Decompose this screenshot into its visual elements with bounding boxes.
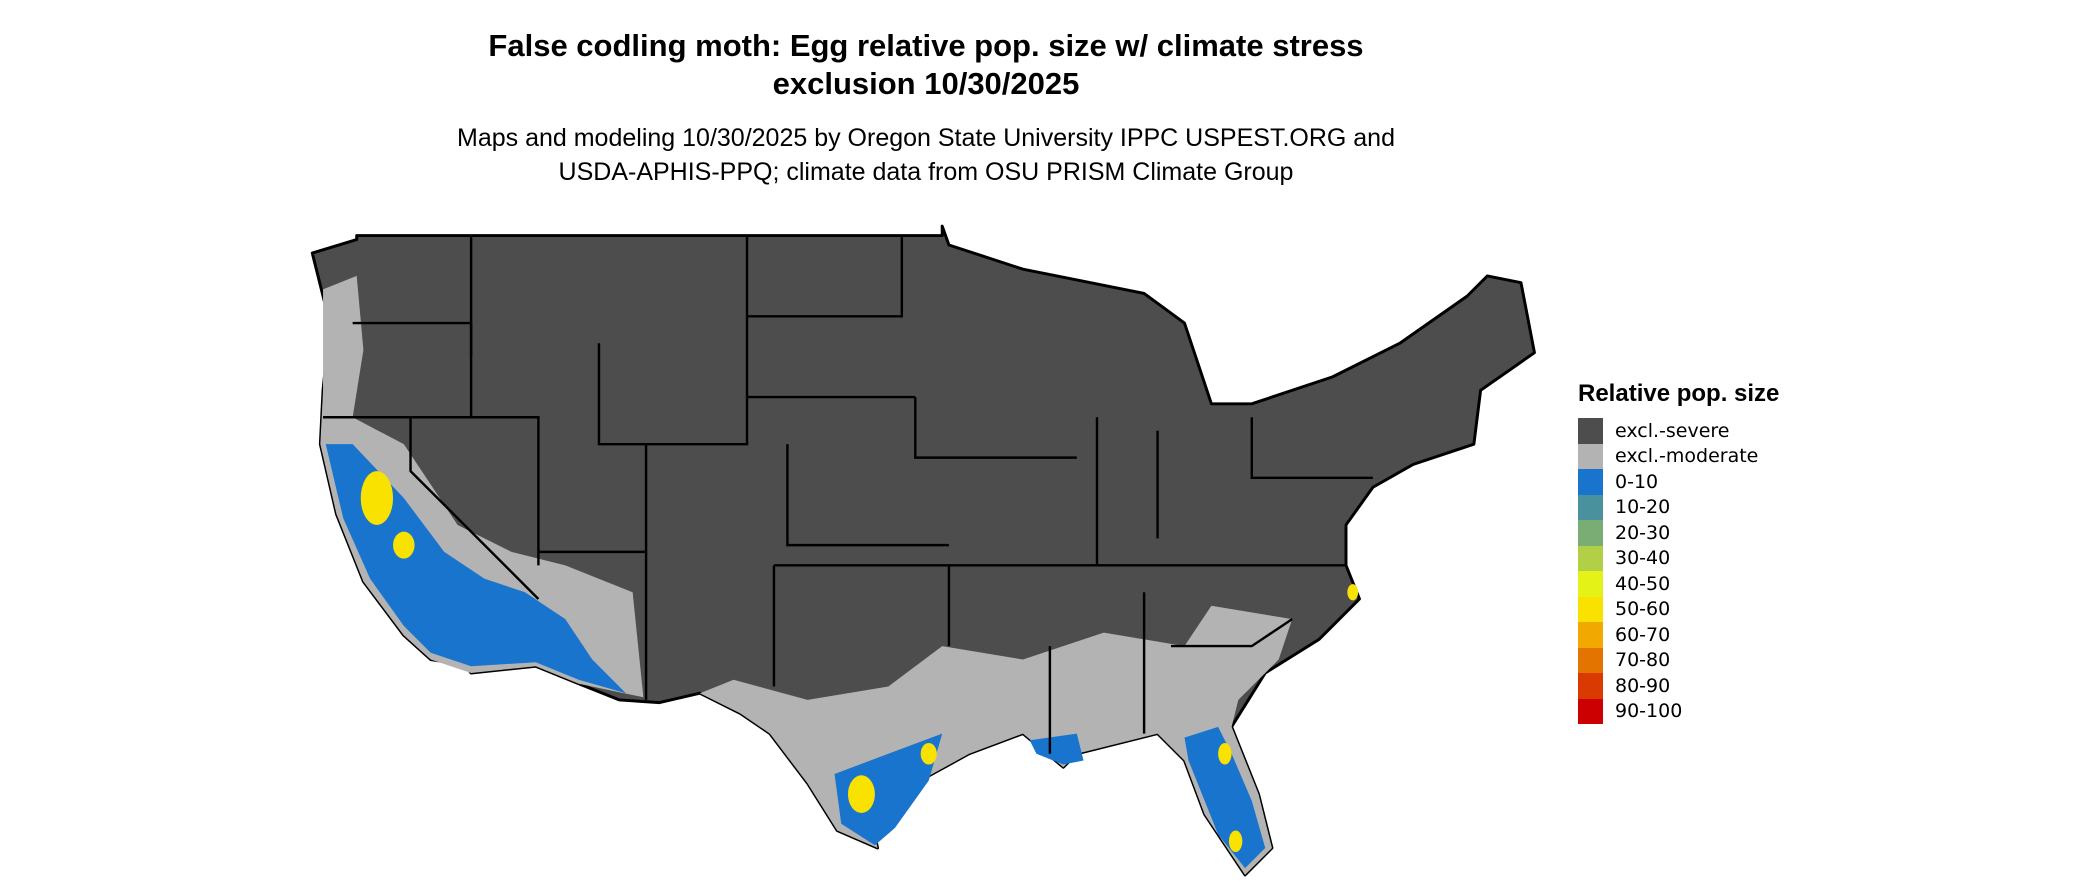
legend-item: 90-100 [1578, 698, 1779, 724]
map-subtitle-line-2: USDA-APHIS-PPQ; climate data from OSU PR… [558, 158, 1294, 186]
legend-swatch [1578, 520, 1603, 546]
map-subtitle-line-1: Maps and modeling 10/30/2025 by Oregon S… [457, 124, 1395, 152]
legend-swatch [1578, 418, 1603, 444]
legend-swatch [1578, 443, 1603, 469]
legend-swatch [1578, 698, 1603, 724]
legend-item: 80-90 [1578, 673, 1779, 699]
region-50-60-patches [360, 471, 1359, 853]
region-0-10-texas [834, 733, 943, 846]
legend-item: 50-60 [1578, 596, 1779, 622]
legend-swatch [1578, 673, 1603, 699]
legend-swatch [1578, 571, 1603, 597]
legend-label: 80-90 [1615, 674, 1671, 697]
legend-swatch [1578, 545, 1603, 571]
legend-item: 70-80 [1578, 647, 1779, 673]
legend: Relative pop. size excl.-severe excl.-mod… [1578, 380, 1779, 724]
legend-item: 40-50 [1578, 571, 1779, 597]
region-0-10-florida [1184, 726, 1266, 869]
legend-item: excl.-moderate [1578, 443, 1779, 469]
legend-label: 0-10 [1615, 470, 1659, 493]
legend-label: 20-30 [1615, 521, 1671, 544]
legend-label: 50-60 [1615, 598, 1671, 621]
legend-item: 0-10 [1578, 469, 1779, 495]
legend-item: 30-40 [1578, 545, 1779, 571]
legend-label: 60-70 [1615, 623, 1671, 646]
legend-title: Relative pop. size [1578, 380, 1780, 407]
state-borders [323, 235, 1373, 754]
legend-label: 10-20 [1615, 496, 1671, 519]
legend-label: excl.-severe [1615, 419, 1730, 442]
legend-swatch [1578, 469, 1603, 495]
legend-item: 10-20 [1578, 494, 1779, 520]
legend-swatch [1578, 647, 1603, 673]
legend-item: 60-70 [1578, 622, 1779, 648]
legend-swatch [1578, 596, 1603, 622]
map-title-line-2: exclusion 10/30/2025 [772, 66, 1080, 101]
region-0-10-gulf [1029, 733, 1084, 765]
legend-label: 40-50 [1615, 572, 1671, 595]
legend-item: excl.-severe [1578, 418, 1779, 444]
legend-label: 30-40 [1615, 547, 1671, 570]
legend-label: 70-80 [1615, 649, 1671, 672]
region-0-10-california [325, 444, 626, 694]
map-title-line-1: False codling moth: Egg relative pop. si… [488, 28, 1364, 63]
legend-label: 90-100 [1615, 700, 1683, 723]
legend-item: 20-30 [1578, 520, 1779, 546]
legend-swatch [1578, 622, 1603, 648]
legend-label: excl.-moderate [1615, 445, 1759, 468]
legend-swatch [1578, 494, 1603, 520]
